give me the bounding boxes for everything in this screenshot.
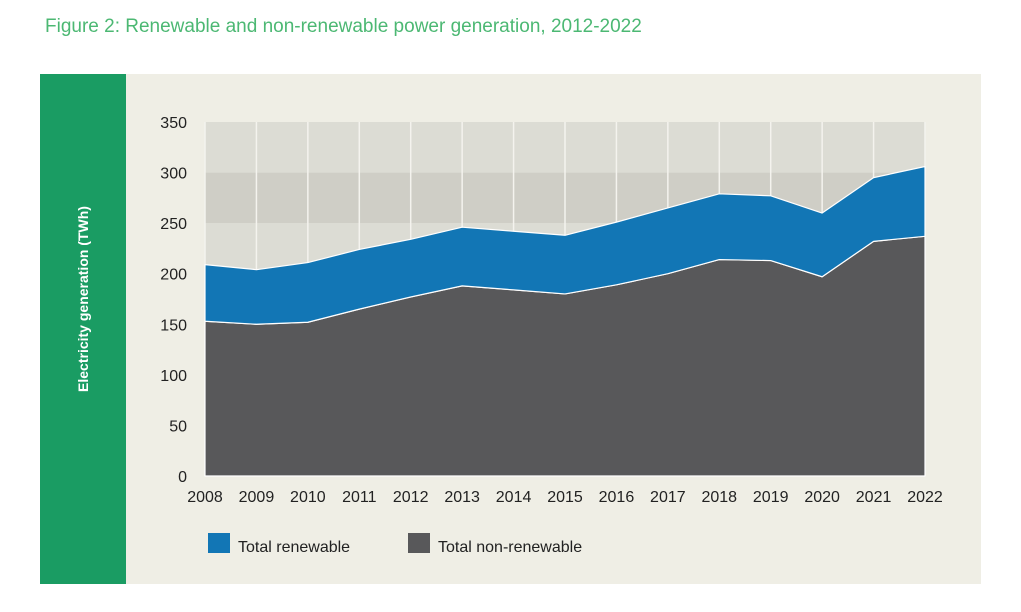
- y-tick-label: 300: [160, 166, 187, 183]
- legend-swatch: [208, 533, 230, 553]
- y-tick-label: 200: [160, 267, 187, 284]
- x-tick-labels: 2008 2009 2010 2011 2012 2013 2014 2015 2016 2017…: [187, 489, 943, 506]
- legend-swatch: [408, 533, 430, 553]
- y-tick-label: 0: [178, 469, 187, 486]
- x-tick-label: 2019: [753, 489, 789, 506]
- x-tick-label: 2015: [547, 489, 583, 506]
- y-tick-label: 50: [169, 418, 187, 435]
- figure-title: Figure 2: Renewable and non-renewable po…: [45, 16, 642, 37]
- y-tick-labels: 0 50 100 150 200 250 300 350: [160, 115, 187, 486]
- legend-label: Total renewable: [238, 539, 350, 556]
- x-tick-label: 2017: [650, 489, 686, 506]
- legend-label: Total non-renewable: [438, 539, 582, 556]
- x-tick-label: 2022: [907, 489, 943, 506]
- x-tick-label: 2008: [187, 489, 223, 506]
- y-tick-label: 150: [160, 317, 187, 334]
- series-areas: [204, 165, 926, 477]
- x-tick-label: 2020: [804, 489, 840, 506]
- x-tick-label: 2016: [599, 489, 635, 506]
- legend: Total renewable Total non-renewable: [208, 533, 582, 556]
- x-tick-label: 2012: [393, 489, 429, 506]
- x-tick-label: 2013: [444, 489, 480, 506]
- x-tick-label: 2011: [342, 489, 377, 506]
- x-tick-label: 2010: [290, 489, 326, 506]
- x-tick-label: 2018: [701, 489, 737, 506]
- x-tick-label: 2021: [856, 489, 892, 506]
- x-tick-label: 2009: [239, 489, 275, 506]
- y-axis-band: [40, 74, 126, 584]
- y-tick-label: 100: [160, 368, 187, 385]
- y-tick-label: 250: [160, 216, 187, 233]
- series-area-total-renewable: [204, 165, 926, 325]
- x-tick-label: 2014: [496, 489, 532, 506]
- chart-panel: Electricity generation (TWh) 0 50 100 150 20…: [40, 74, 981, 584]
- y-tick-label: 350: [160, 115, 187, 132]
